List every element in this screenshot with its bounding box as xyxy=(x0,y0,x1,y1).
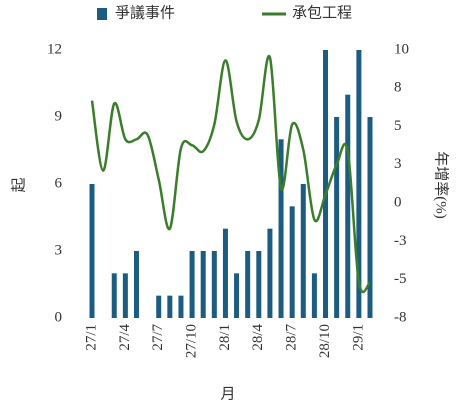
x-tick-label: 29/1 xyxy=(350,324,366,351)
bar xyxy=(356,50,362,318)
bar xyxy=(289,206,295,318)
y2-tick-label: 8 xyxy=(394,80,402,96)
bar xyxy=(311,273,317,318)
bar xyxy=(345,94,351,319)
x-tick-label: 27/7 xyxy=(150,324,166,351)
y-tick-label: 12 xyxy=(47,41,62,57)
y2-tick-label: -8 xyxy=(394,309,407,325)
y2-tick-label: -3 xyxy=(394,233,407,249)
x-tick-label: 28/10 xyxy=(317,324,333,358)
legend-label: 承包工程 xyxy=(292,4,352,21)
x-tick-label: 28/1 xyxy=(217,324,233,351)
bar xyxy=(178,295,184,318)
bar xyxy=(367,117,373,318)
bar xyxy=(111,273,117,318)
bar xyxy=(323,50,329,318)
x-tick-label: 28/7 xyxy=(284,324,300,351)
bar xyxy=(222,228,228,318)
bar xyxy=(167,295,173,318)
bar xyxy=(89,184,95,318)
bar xyxy=(122,273,128,318)
y2-tick-label: 3 xyxy=(394,156,402,172)
y2-tick-label: 10 xyxy=(394,41,409,57)
y-axis-label: 起 xyxy=(10,177,27,192)
bar xyxy=(245,251,251,318)
bar xyxy=(156,295,162,318)
bar xyxy=(234,273,240,318)
legend-label: 爭議事件 xyxy=(115,3,175,21)
x-axis-label: 月 xyxy=(220,386,235,402)
bar xyxy=(211,251,217,318)
bar xyxy=(278,139,284,318)
bar xyxy=(267,228,273,318)
y-tick-label: 0 xyxy=(55,309,63,325)
y-tick-label: 3 xyxy=(55,242,63,258)
x-tick-label: 27/1 xyxy=(83,324,99,351)
y2-axis-label: 年增率(%) xyxy=(433,151,450,219)
x-tick-label: 27/10 xyxy=(184,324,200,358)
y2-tick-label: -5 xyxy=(394,271,407,287)
y-tick-label: 6 xyxy=(55,175,63,191)
bar xyxy=(200,251,206,318)
bar xyxy=(300,184,306,318)
legend-swatch xyxy=(97,8,107,20)
y-tick-label: 9 xyxy=(55,108,63,124)
bar xyxy=(334,117,340,318)
y2-tick-label: 5 xyxy=(394,118,402,134)
y2-tick-label: 0 xyxy=(394,195,402,211)
bar xyxy=(256,251,262,318)
line xyxy=(90,54,372,294)
bar xyxy=(133,251,139,318)
x-tick-label: 27/4 xyxy=(117,324,133,351)
bar xyxy=(189,251,195,318)
x-tick-label: 28/4 xyxy=(250,324,266,351)
